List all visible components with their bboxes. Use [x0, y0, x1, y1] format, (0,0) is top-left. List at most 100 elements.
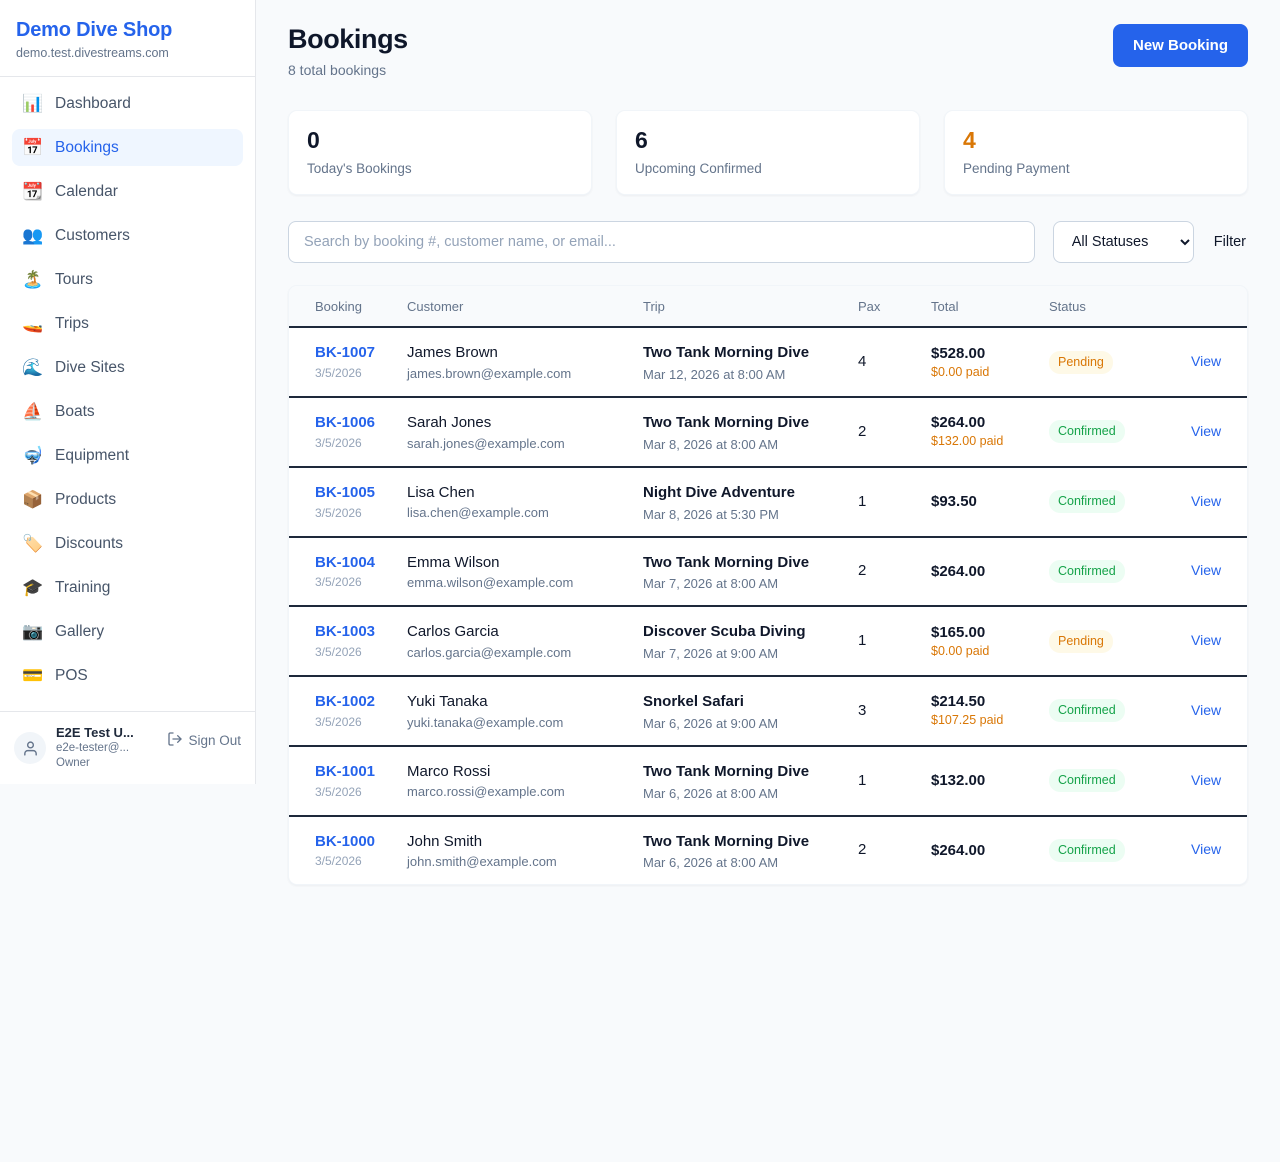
table-row[interactable]: BK-1006 3/5/2026 Sarah Jones sarah.jones@ex…	[289, 397, 1247, 468]
sidebar-item-pos[interactable]: 💳 POS	[12, 657, 243, 694]
cell-status: Confirmed	[1041, 816, 1183, 885]
cell-pax: 2	[850, 536, 923, 608]
paid-amount: $107.25 paid	[931, 713, 1004, 728]
customer-name: Sarah Jones	[407, 414, 492, 432]
cell-pax: 4	[850, 327, 923, 399]
table-row[interactable]: BK-1002 3/5/2026 Yuki Tanaka yuki.tanaka@ex…	[289, 676, 1247, 747]
stat-cards: 0 Today's Bookings 6 Upcoming Confirmed 4 Pen…	[288, 110, 1248, 196]
sidebar-item-discounts[interactable]: 🏷️ Discounts	[12, 525, 243, 562]
cell-trip: Two Tank Morning Dive Mar 12, 2026 at 8:0…	[635, 327, 850, 399]
col-header-booking: Booking	[289, 286, 399, 329]
sidebar-item-label: Bookings	[55, 138, 119, 156]
pax-count: 4	[858, 353, 867, 371]
sidebar-item-training[interactable]: 🎓 Training	[12, 569, 243, 606]
table-body: BK-1007 3/5/2026 James Brown james.brown@ex…	[289, 327, 1247, 885]
sidebar-item-customers[interactable]: 👥 Customers	[12, 217, 243, 254]
booking-id-link[interactable]: BK-1000	[315, 832, 376, 850]
cell-action: View	[1183, 466, 1247, 538]
sidebar-item-gallery[interactable]: 📷 Gallery	[12, 613, 243, 650]
booking-id-link[interactable]: BK-1002	[315, 693, 376, 711]
sidebar-item-dashboard[interactable]: 📊 Dashboard	[12, 85, 243, 122]
status-badge: Confirmed	[1049, 769, 1125, 793]
status-badge: Pending	[1049, 350, 1113, 374]
sidebar-item-trips[interactable]: 🚤 Trips	[12, 305, 243, 342]
pax-count: 2	[858, 841, 867, 859]
customer-email: marco.rossi@example.com	[407, 784, 565, 800]
view-booking-link[interactable]: View	[1191, 492, 1222, 509]
page-heading-block: Bookings 8 total bookings	[288, 24, 408, 78]
trip-datetime: Mar 8, 2026 at 8:00 AM	[643, 436, 779, 452]
view-booking-link[interactable]: View	[1191, 771, 1222, 788]
table-row[interactable]: BK-1001 3/5/2026 Marco Rossi marco.rossi@ex…	[289, 745, 1247, 817]
view-booking-link[interactable]: View	[1191, 353, 1222, 370]
trip-datetime: Mar 6, 2026 at 8:00 AM	[643, 855, 779, 871]
view-booking-link[interactable]: View	[1191, 632, 1222, 649]
booking-id-link[interactable]: BK-1001	[315, 762, 376, 780]
cell-action: View	[1183, 327, 1247, 399]
sidebar-item-products[interactable]: 📦 Products	[12, 481, 243, 518]
booking-id-link[interactable]: BK-1004	[315, 553, 376, 571]
booking-created-date: 3/5/2026	[315, 575, 362, 590]
booking-created-date: 3/5/2026	[315, 645, 362, 660]
view-booking-link[interactable]: View	[1191, 422, 1222, 439]
view-booking-link[interactable]: View	[1191, 562, 1222, 579]
table-row[interactable]: BK-1007 3/5/2026 James Brown james.brown@ex…	[289, 327, 1247, 399]
trip-name: Two Tank Morning Dive	[643, 762, 810, 780]
sidebar-item-label: Training	[55, 578, 111, 596]
sidebar-item-label: Tours	[55, 270, 93, 288]
booking-id-link[interactable]: BK-1005	[315, 483, 376, 501]
trip-datetime: Mar 8, 2026 at 5:30 PM	[643, 506, 779, 522]
sidebar-item-equipment[interactable]: 🤿 Equipment	[12, 437, 243, 474]
table-row[interactable]: BK-1004 3/5/2026 Emma Wilson emma.wilson@ex…	[289, 536, 1247, 608]
cell-booking: BK-1002 3/5/2026	[289, 676, 399, 747]
cell-pax: 1	[850, 606, 923, 678]
table-row[interactable]: BK-1005 3/5/2026 Lisa Chen lisa.chen@exampl…	[289, 466, 1247, 538]
table-row[interactable]: BK-1003 3/5/2026 Carlos Garcia carlos.garci…	[289, 606, 1247, 678]
page-header: Bookings 8 total bookings New Booking	[288, 24, 1248, 78]
status-filter-select[interactable]: All StatusesPendingConfirmedCancelledCom…	[1052, 221, 1194, 264]
status-badge: Confirmed	[1049, 490, 1125, 514]
table-head: Booking Customer Trip Pax Total Status	[289, 286, 1247, 329]
cell-action: View	[1183, 606, 1247, 678]
island-icon: 🏝️	[22, 270, 44, 289]
sidebar-item-label: Customers	[55, 226, 130, 244]
cell-customer: Carlos Garcia carlos.garcia@example.com	[399, 606, 635, 678]
sailboat-icon: ⛵	[22, 402, 44, 421]
customer-name: Emma Wilson	[407, 553, 500, 571]
view-booking-link[interactable]: View	[1191, 701, 1222, 718]
trip-name: Night Dive Adventure	[643, 483, 795, 501]
stat-card: 0 Today's Bookings	[288, 110, 592, 196]
user-role: Owner	[56, 757, 90, 770]
stat-label: Pending Payment	[963, 161, 1070, 177]
trip-name: Snorkel Safari	[643, 693, 744, 711]
booking-id-link[interactable]: BK-1006	[315, 414, 376, 432]
cell-pax: 1	[850, 745, 923, 817]
table-row[interactable]: BK-1000 3/5/2026 John Smith john.smith@exam…	[289, 816, 1247, 885]
paid-amount: $0.00 paid	[931, 643, 990, 658]
sidebar-item-boats[interactable]: ⛵ Boats	[12, 393, 243, 430]
paid-amount: $132.00 paid	[931, 434, 1004, 449]
sidebar-item-dive-sites[interactable]: 🌊 Dive Sites	[12, 349, 243, 386]
sidebar-item-label: Dive Sites	[55, 358, 125, 376]
credit-card-icon: 💳	[22, 666, 44, 685]
cell-customer: Yuki Tanaka yuki.tanaka@example.com	[399, 676, 635, 747]
sidebar-item-label: Equipment	[55, 446, 130, 464]
status-badge: Confirmed	[1049, 559, 1125, 583]
total-amount: $264.00	[931, 414, 986, 432]
booking-id-link[interactable]: BK-1007	[315, 344, 376, 362]
booking-created-date: 3/5/2026	[315, 854, 362, 869]
filter-button[interactable]: Filter	[1213, 234, 1246, 251]
sidebar-item-bookings[interactable]: 📅 Bookings	[12, 129, 243, 166]
status-badge: Confirmed	[1049, 420, 1125, 444]
view-booking-link[interactable]: View	[1191, 841, 1222, 858]
sign-out-button[interactable]: Sign Out	[167, 731, 241, 750]
sidebar-item-tours[interactable]: 🏝️ Tours	[12, 261, 243, 298]
search-input[interactable]	[288, 221, 1035, 264]
sidebar-item-calendar[interactable]: 📆 Calendar	[12, 173, 243, 210]
wave-icon: 🌊	[22, 358, 44, 377]
customer-email: carlos.garcia@example.com	[407, 644, 572, 660]
booking-id-link[interactable]: BK-1003	[315, 623, 376, 641]
pax-count: 1	[858, 492, 867, 510]
new-booking-button[interactable]: New Booking	[1112, 24, 1248, 67]
customer-name: Carlos Garcia	[407, 623, 499, 641]
